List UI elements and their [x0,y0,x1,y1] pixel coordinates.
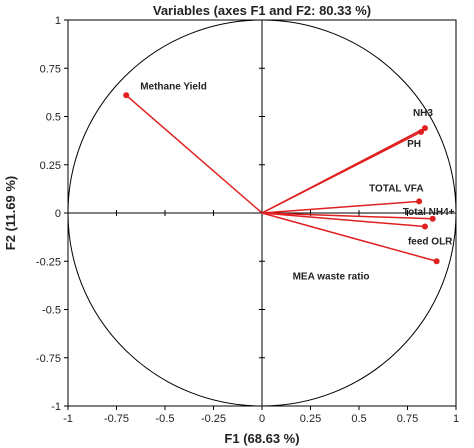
x-tick-label: 0.75 [397,413,418,425]
x-axis-label: F1 (68.63 %) [224,431,299,446]
y-tick-label: 0.75 [40,63,61,75]
vector-point [429,215,436,222]
x-tick-label: 0 [259,413,265,425]
vector-point [433,258,440,265]
y-tick-label: 1 [55,15,61,27]
vector-point [416,198,423,205]
vector-line [261,131,422,214]
y-axis-label: F2 (11.69 %) [3,176,18,250]
x-tick-label: 0.25 [300,413,321,425]
x-tick-label: -1 [63,413,73,425]
y-tick-label: -0.25 [36,256,61,268]
y-tick-label: 0.5 [46,112,61,124]
y-tick-label: -0.5 [42,305,61,317]
vector-line [125,94,263,214]
vector-line [261,212,433,220]
plot-area: -1 -0.75 -0.5 -0.25 0 0.25 0.5 0.75 1 -1 -0.75 -0.5… [36,15,459,425]
variable-label: MEA waste ratio [293,271,370,282]
y-tick-label: 0.25 [40,160,61,172]
x-tick-label: -0.25 [201,413,226,425]
vector-point [418,128,425,135]
vector-point [421,125,428,132]
variable-label: Methane Yield [140,81,207,92]
variable-label: feed OLR [408,237,453,248]
y-tick-label: -1 [51,401,61,413]
x-tick-label: -0.75 [104,413,129,425]
variable-label: PH [407,139,421,150]
vector-line [261,212,426,228]
vector-line [261,200,420,214]
vector-line [261,212,437,262]
vector-point [421,223,428,230]
chart-title: Variables (axes F1 and F2: 80.33 %) [153,3,371,18]
variable-label: Total NH4+ [403,207,455,218]
x-tick-label: -0.5 [156,413,175,425]
variable-label: NH3 [413,108,433,119]
y-tick-label: 0 [55,208,61,220]
y-tick-label: -0.75 [36,353,61,365]
x-tick-label: 0.5 [351,413,366,425]
vector-point [123,92,130,99]
variable-label: TOTAL VFA [369,183,423,194]
x-tick-label: 1 [453,413,459,425]
